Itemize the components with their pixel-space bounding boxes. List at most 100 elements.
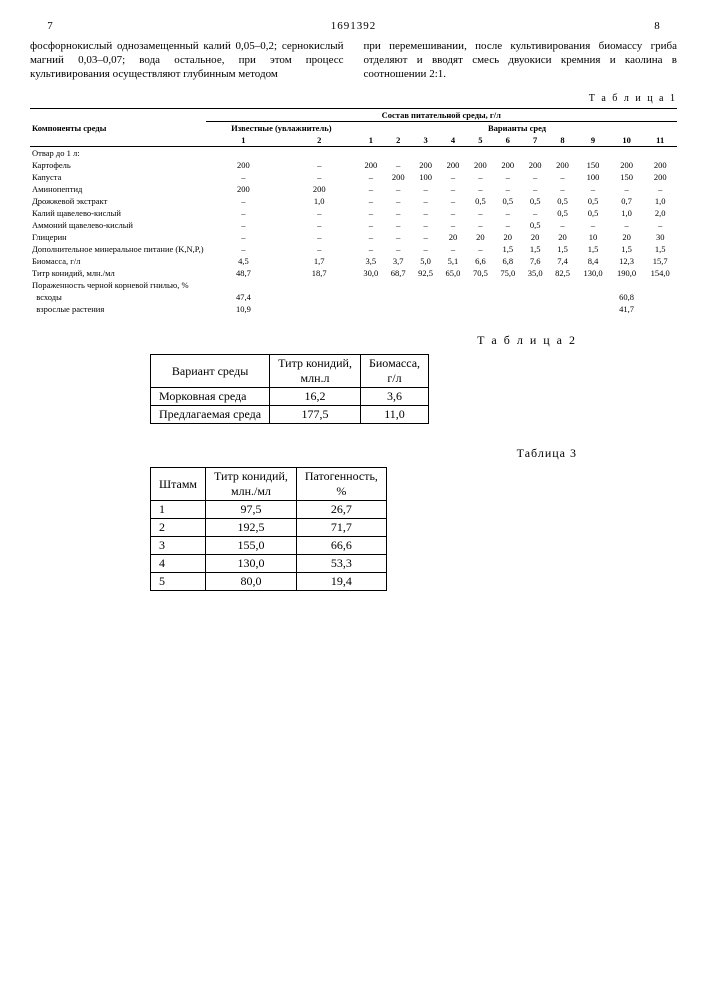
- table1-cell: –: [412, 243, 439, 255]
- table1-rowlabel: Биомасса, г/л: [30, 255, 206, 267]
- table1-cell: [521, 291, 548, 303]
- table1-cell: 1,5: [576, 243, 610, 255]
- table2-cell: 3,6: [360, 388, 428, 406]
- table1-cell: [549, 303, 576, 315]
- table1-cell: –: [357, 219, 384, 231]
- table1-cell: [385, 279, 412, 291]
- table1-cell: 1,0: [643, 195, 677, 207]
- table3-cell: 66,6: [296, 537, 386, 555]
- table-row: 580,019,4: [151, 573, 387, 591]
- table3: ШтаммТитр конидий,млн./млПатогенность,% …: [150, 467, 387, 591]
- table1-cell: 2,0: [643, 207, 677, 219]
- table1-cell: 48,7: [206, 267, 282, 279]
- table1-cell: –: [206, 195, 282, 207]
- table1-cell: [494, 147, 521, 160]
- table1-colnum: 3: [412, 134, 439, 147]
- table1-cell: [412, 147, 439, 160]
- table1-cell: –: [206, 243, 282, 255]
- table1-cell: 0,5: [467, 195, 494, 207]
- table1-cell: [357, 279, 384, 291]
- table1-colnum: 2: [385, 134, 412, 147]
- table-row: Пораженность черной корневой гнилью, %: [30, 279, 677, 291]
- table1-cell: [467, 303, 494, 315]
- table-row: Глицерин–––––2020202020102030: [30, 231, 677, 243]
- table1-cell: –: [385, 231, 412, 243]
- page-number-left: 7: [30, 20, 70, 32]
- table3-cell: 192,5: [206, 519, 297, 537]
- table1-cell: –: [494, 219, 521, 231]
- table1-cell: –: [521, 207, 548, 219]
- table-row: Дополнительное минеральное питание (K,N,…: [30, 243, 677, 255]
- table1-cell: 3,5: [357, 255, 384, 267]
- table1-cell: [494, 279, 521, 291]
- table1-cell: –: [439, 171, 466, 183]
- table1-cell: [576, 303, 610, 315]
- table1-cell: [385, 147, 412, 160]
- table1-cell: 200: [643, 171, 677, 183]
- table1-cell: [467, 279, 494, 291]
- table1-cell: [576, 291, 610, 303]
- table2: Вариант средыТитр конидий,млн.лБиомасса,…: [150, 354, 429, 424]
- table1-cell: –: [357, 231, 384, 243]
- table1-cell: –: [549, 219, 576, 231]
- table-row: Биомасса, г/л4,51,73,53,75,05,16,66,87,6…: [30, 255, 677, 267]
- table1-cell: [439, 279, 466, 291]
- table1-cell: 1,5: [610, 243, 644, 255]
- table-row: Морковная среда16,23,6: [151, 388, 429, 406]
- table3-cell: 4: [151, 555, 206, 573]
- table1-colnum: 9: [576, 134, 610, 147]
- table1-cell: –: [385, 195, 412, 207]
- table1-cell: –: [281, 207, 357, 219]
- table1-cell: 30,0: [357, 267, 384, 279]
- table1-cell: [439, 147, 466, 160]
- table1-cell: 200: [467, 159, 494, 171]
- table1-rowlabel: Капуста: [30, 171, 206, 183]
- table1-cell: [643, 147, 677, 160]
- table1-cell: –: [467, 219, 494, 231]
- table2-header-cell: Титр конидий,млн.л: [270, 355, 361, 388]
- table1-cell: 65,0: [439, 267, 466, 279]
- table3-header-cell: Патогенность,%: [296, 468, 386, 501]
- table1-cell: 200: [494, 159, 521, 171]
- table1-cell: [467, 147, 494, 160]
- table1-cell: 200: [439, 159, 466, 171]
- table2-cell: Морковная среда: [151, 388, 270, 406]
- table1-label: Т а б л и ц а 1: [30, 93, 677, 104]
- table1-rowlabel: Аммоний щавелево-кислый: [30, 219, 206, 231]
- table1-cell: –: [576, 219, 610, 231]
- table1-cell: 20: [549, 231, 576, 243]
- table1-col-variants: Варианты сред: [357, 122, 677, 135]
- table2-cell: 16,2: [270, 388, 361, 406]
- table1-cell: 200: [206, 159, 282, 171]
- table1-cell: 41,7: [610, 303, 644, 315]
- table1-cell: [521, 303, 548, 315]
- table-row: Титр конидий, млн./мл48,718,730,068,792,…: [30, 267, 677, 279]
- table1-cell: [576, 279, 610, 291]
- table-row: Аммоний щавелево-кислый––––––––0,5––––: [30, 219, 677, 231]
- table1-col-known: Известные (увлажнитель): [206, 122, 358, 135]
- table1-cell: –: [521, 171, 548, 183]
- table1-cell: 1,5: [494, 243, 521, 255]
- table-row: Дрожжевой экстракт–1,0––––0,50,50,50,50,…: [30, 195, 677, 207]
- table1-cell: –: [385, 243, 412, 255]
- table1-cell: [357, 303, 384, 315]
- table1-cell: 8,4: [576, 255, 610, 267]
- table1-cell: –: [357, 207, 384, 219]
- table1-cell: 150: [610, 171, 644, 183]
- table3-header-cell: Штамм: [151, 468, 206, 501]
- table-row: Картофель200–200–20020020020020020015020…: [30, 159, 677, 171]
- table1-cell: [494, 291, 521, 303]
- table1-cell: –: [439, 207, 466, 219]
- table-row: Капуста–––200100–––––100150200: [30, 171, 677, 183]
- table3-cell: 130,0: [206, 555, 297, 573]
- table1-cell: 200: [549, 159, 576, 171]
- table3-header-cell: Титр конидий,млн./мл: [206, 468, 297, 501]
- table1-cell: 70,5: [467, 267, 494, 279]
- table3-cell: 71,7: [296, 519, 386, 537]
- table2-label: Т а б л и ц а 2: [30, 333, 577, 348]
- table1-cell: 100: [576, 171, 610, 183]
- table1-cell: 7,4: [549, 255, 576, 267]
- table1-cell: [549, 147, 576, 160]
- table1-cell: –: [494, 171, 521, 183]
- table1-cell: –: [385, 159, 412, 171]
